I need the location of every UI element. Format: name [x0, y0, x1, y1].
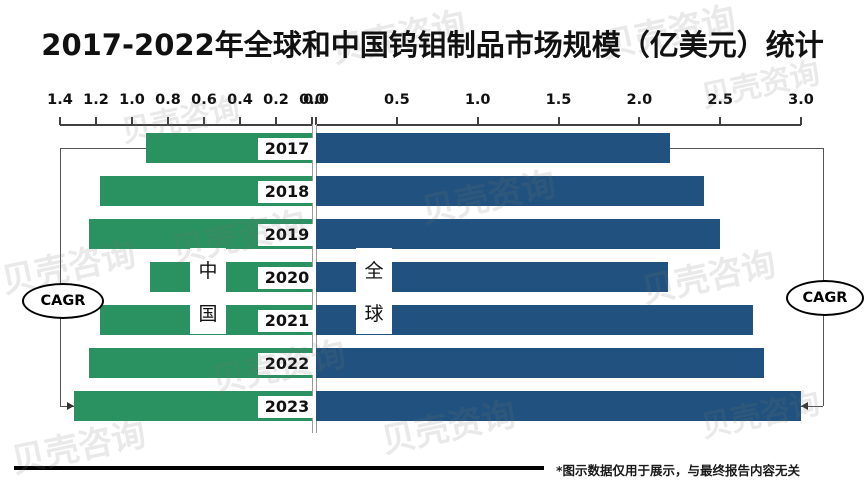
year-label-2022: 2022 — [258, 353, 316, 375]
global-axis-tick — [638, 117, 641, 125]
china-axis-tick — [167, 117, 169, 125]
china-tick-label: 0.2 — [263, 92, 289, 108]
cagr-leader-global-top — [670, 148, 823, 149]
inline-label-char: 国 — [198, 303, 218, 325]
bar-global-2017 — [316, 133, 671, 163]
footnote-text: *图示数据仅用于展示，与最终报告内容无关 — [556, 463, 801, 478]
global-tick-label: 0.5 — [383, 92, 410, 108]
global-axis-line — [316, 124, 801, 126]
year-label-2018: 2018 — [258, 181, 316, 203]
global-axis-tick — [800, 117, 802, 125]
china-tick-label: 1.4 — [47, 92, 73, 108]
global-axis-tick — [476, 117, 479, 125]
china-axis-tick — [131, 117, 133, 125]
china-axis-tick — [203, 117, 205, 125]
bar-global-2018 — [316, 176, 704, 206]
china-tick-label: 1.0 — [119, 92, 145, 108]
year-label-2021: 2021 — [258, 310, 316, 332]
global-tick-label: 0.0 — [303, 92, 329, 108]
year-label-2019: 2019 — [258, 224, 316, 246]
cagr-arrow-china — [67, 402, 75, 410]
global-tick-label: 3.0 — [788, 92, 814, 108]
inline-label-char: 球 — [364, 303, 384, 325]
cagr-badge-china[interactable]: CAGR — [22, 283, 104, 319]
china-axis-line — [60, 124, 312, 126]
cagr-leader-china-bottom — [60, 406, 75, 407]
year-axis-labels: 2017 2018 2019 2020 2021 2022 2023 — [258, 0, 316, 487]
inline-label-char: 中 — [198, 260, 218, 282]
china-tick-label: 0.6 — [191, 92, 217, 108]
year-label-2023: 2023 — [258, 396, 316, 418]
global-axis-tick — [395, 117, 398, 125]
bar-global-2022 — [316, 348, 764, 378]
global-tick-label: 2.5 — [707, 92, 733, 108]
footnote-rule — [14, 466, 544, 470]
bar-global-2023 — [316, 391, 801, 421]
cagr-badge-global[interactable]: CAGR — [786, 280, 864, 316]
bar-global-2019 — [316, 219, 721, 249]
cagr-arrow-global — [801, 402, 808, 410]
global-axis-tick — [557, 117, 560, 125]
cagr-leader-china-vertical — [60, 148, 61, 406]
china-inline-label: 中国 — [190, 248, 226, 334]
inline-label-char: 全 — [364, 260, 384, 282]
china-axis-tick — [311, 117, 313, 125]
china-tick-label: 0.8 — [155, 92, 181, 108]
china-tick-label: 0.0 — [299, 92, 325, 108]
china-axis-tick — [95, 117, 97, 125]
year-label-2017: 2017 — [258, 138, 316, 160]
cagr-leader-global-vertical — [823, 148, 824, 406]
cagr-leader-china-top — [60, 148, 147, 149]
cagr-leader-global-bottom — [801, 406, 823, 407]
global-axis-tick — [719, 117, 722, 125]
global-tick-label: 2.0 — [626, 92, 653, 108]
china-axis-tick — [275, 117, 277, 125]
global-tick-label: 1.0 — [464, 92, 491, 108]
china-axis-tick — [239, 117, 241, 125]
china-tick-label: 1.2 — [83, 92, 109, 108]
china-tick-label: 0.4 — [227, 92, 253, 108]
global-tick-label: 1.5 — [545, 92, 572, 108]
global-inline-label: 全球 — [356, 248, 392, 334]
chart-title: 2017-2022年全球和中国钨钼制品市场规模（亿美元）统计 — [41, 28, 824, 62]
china-axis-tick — [59, 117, 61, 125]
global-axis-tick — [315, 117, 317, 125]
year-label-2020: 2020 — [258, 267, 316, 289]
